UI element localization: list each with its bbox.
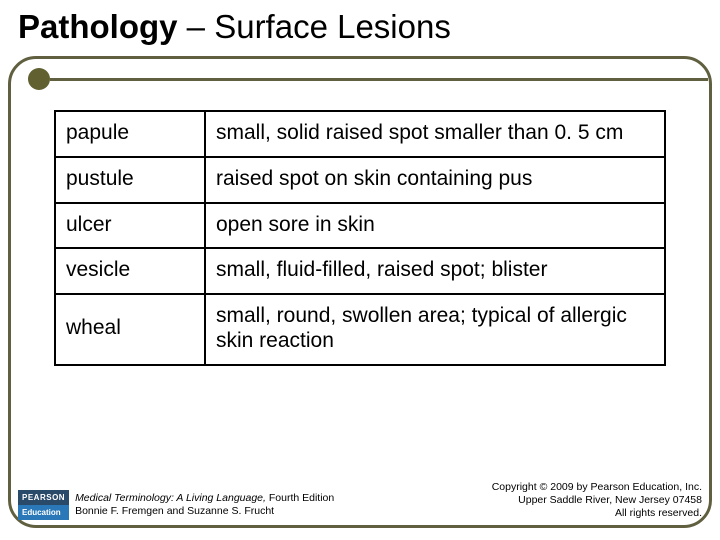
book-authors: Bonnie F. Fremgen and Suzanne S. Frucht [75,505,334,518]
term-cell: vesicle [55,248,205,294]
copyright-line2: Upper Saddle River, New Jersey 07458 [492,494,702,507]
book-title-line: Medical Terminology: A Living Language, … [75,492,334,505]
book-info: Medical Terminology: A Living Language, … [75,492,334,518]
def-cell: small, round, swollen area; typical of a… [205,294,665,365]
footer-left: PEARSON Education Medical Terminology: A… [18,490,334,520]
term-cell: ulcer [55,203,205,249]
book-edition: Fourth Edition [266,492,334,504]
copyright: Copyright © 2009 by Pearson Education, I… [492,481,702,520]
def-cell: small, solid raised spot smaller than 0.… [205,111,665,157]
lesions-table: papule small, solid raised spot smaller … [54,110,666,366]
logo-bot: Education [18,505,69,520]
pearson-logo: PEARSON Education [18,490,69,520]
book-title: Medical Terminology: A Living Language, [75,492,266,504]
term-cell: wheal [55,294,205,365]
copyright-line1: Copyright © 2009 by Pearson Education, I… [492,481,702,494]
copyright-line3: All rights reserved. [492,507,702,520]
table-row: papule small, solid raised spot smaller … [55,111,665,157]
title-underline [50,78,708,81]
term-cell: papule [55,111,205,157]
table-row: vesicle small, fluid-filled, raised spot… [55,248,665,294]
lesions-table-wrap: papule small, solid raised spot smaller … [54,110,666,366]
def-cell: open sore in skin [205,203,665,249]
def-cell: raised spot on skin containing pus [205,157,665,203]
slide-title: Pathology – Surface Lesions [18,8,457,46]
title-rest: – Surface Lesions [178,8,451,45]
table-row: pustule raised spot on skin containing p… [55,157,665,203]
title-bold: Pathology [18,8,178,45]
logo-top: PEARSON [18,490,69,505]
term-cell: pustule [55,157,205,203]
def-cell: small, fluid-filled, raised spot; bliste… [205,248,665,294]
bullet-icon [28,68,50,90]
footer: PEARSON Education Medical Terminology: A… [18,481,702,520]
table-row: ulcer open sore in skin [55,203,665,249]
table-row: wheal small, round, swollen area; typica… [55,294,665,365]
